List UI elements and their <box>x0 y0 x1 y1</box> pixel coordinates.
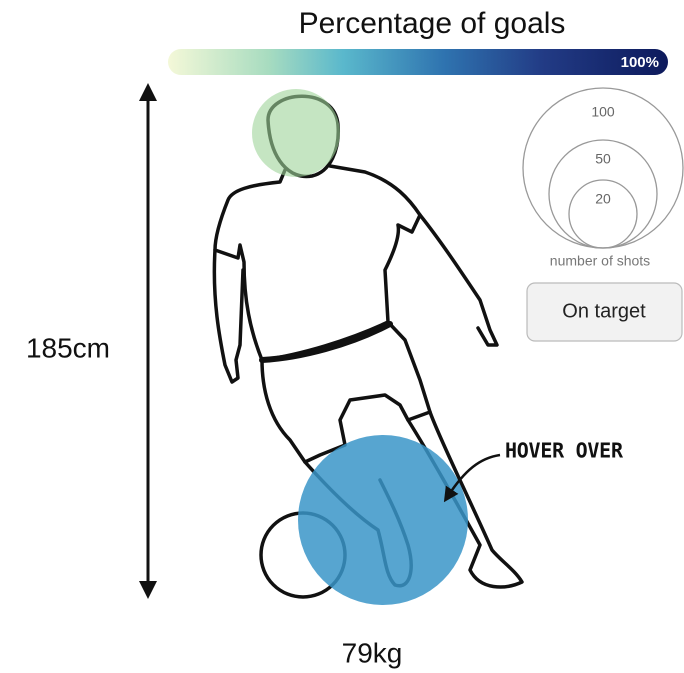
scale-max-label: 100% <box>621 54 659 71</box>
foot-marker[interactable] <box>298 435 468 605</box>
title: Percentage of goals <box>299 7 566 40</box>
legend-size-label: 100 <box>591 104 615 120</box>
color-scale <box>168 49 668 75</box>
button-label[interactable]: On target <box>562 300 646 322</box>
legend-label: number of shots <box>550 253 650 269</box>
height-label: 185cm <box>26 332 110 363</box>
head-marker[interactable] <box>252 89 340 177</box>
infographic: Percentage of goals 100% 100 50 20 numbe… <box>0 0 684 673</box>
weight-label: 79kg <box>342 637 403 668</box>
on-target-button[interactable]: On target <box>527 283 682 341</box>
annotation: HOVER OVER <box>505 439 624 463</box>
legend-size-label: 50 <box>595 151 611 167</box>
legend-size-label: 20 <box>595 191 611 207</box>
